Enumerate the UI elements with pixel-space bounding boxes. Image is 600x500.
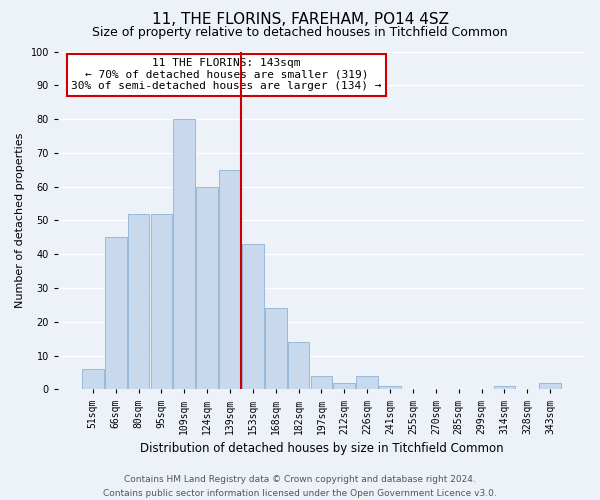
Bar xyxy=(151,214,172,390)
Bar xyxy=(334,382,355,390)
Bar xyxy=(288,342,310,390)
Bar xyxy=(173,119,195,390)
Bar xyxy=(311,376,332,390)
Text: Contains HM Land Registry data © Crown copyright and database right 2024.
Contai: Contains HM Land Registry data © Crown c… xyxy=(103,476,497,498)
Bar xyxy=(242,244,264,390)
Y-axis label: Number of detached properties: Number of detached properties xyxy=(15,133,25,308)
Text: 11 THE FLORINS: 143sqm
← 70% of detached houses are smaller (319)
30% of semi-de: 11 THE FLORINS: 143sqm ← 70% of detached… xyxy=(71,58,382,92)
Bar xyxy=(128,214,149,390)
Bar xyxy=(219,170,241,390)
Bar xyxy=(379,386,401,390)
Text: Size of property relative to detached houses in Titchfield Common: Size of property relative to detached ho… xyxy=(92,26,508,39)
Bar xyxy=(105,238,127,390)
Bar xyxy=(265,308,287,390)
Bar xyxy=(196,186,218,390)
Bar xyxy=(356,376,378,390)
Text: 11, THE FLORINS, FAREHAM, PO14 4SZ: 11, THE FLORINS, FAREHAM, PO14 4SZ xyxy=(151,12,449,28)
Bar xyxy=(539,382,561,390)
Bar xyxy=(82,369,104,390)
X-axis label: Distribution of detached houses by size in Titchfield Common: Distribution of detached houses by size … xyxy=(140,442,503,455)
Bar xyxy=(494,386,515,390)
